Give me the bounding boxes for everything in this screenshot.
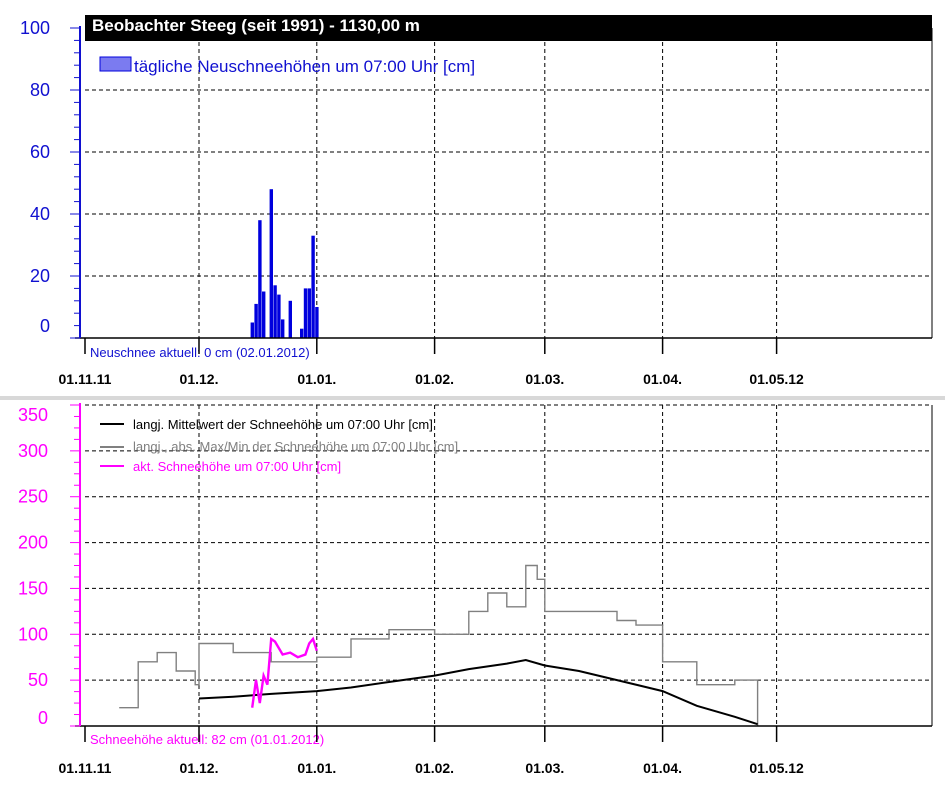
snow-depth-status: Schneehöhe aktuell: 82 cm (01.01.2012): [90, 732, 324, 747]
top-frame: [75, 28, 933, 339]
panel-separator: [0, 396, 945, 400]
new-snow-bar: [250, 322, 254, 338]
bottom-x-axis: 01.11.11 01.12. 01.01. 01.02. 01.03. 01.04. 01…: [59, 726, 804, 776]
x-tick-label: 01.11.11: [59, 371, 112, 387]
y-tick-label: 350: [18, 405, 48, 425]
x-tick-label: 01.02.: [415, 371, 454, 387]
y-tick-label: 250: [18, 487, 48, 507]
new-snow-bars: [250, 189, 319, 338]
x-tick-label: 01.12.: [180, 760, 219, 776]
y-tick-label: 20: [30, 266, 50, 286]
legend-swatch-new-snow: [99, 56, 132, 72]
maxmin-series-line: [119, 564, 759, 726]
new-snow-bar: [273, 285, 277, 338]
x-tick-label: 01.04.: [643, 760, 682, 776]
bottom-grid: [85, 404, 932, 726]
x-tick-label: 01.12.: [180, 371, 219, 387]
legend-label-current: akt. Schneehöhe um 07:00 Uhr [cm]: [133, 459, 341, 474]
current-series-line: [251, 636, 318, 708]
y-tick-label: 40: [30, 204, 50, 224]
mean-series-line: [198, 658, 758, 726]
bottom-panel: langj. Mittelwert der Schneehöhe um 07:0…: [18, 403, 933, 776]
y-tick-label: 0: [40, 316, 50, 336]
new-snow-bar: [288, 300, 292, 338]
x-tick-label: 01.11.11: [59, 760, 112, 776]
top-panel: Beobachter Steeg (seit 1991) - 1130,00 m…: [20, 15, 933, 387]
legend-label-maxmin: langj., abs. Max/Min der Schneehöhe um 0…: [133, 439, 458, 454]
new-snow-bar: [269, 189, 273, 338]
new-snow-bar: [281, 319, 285, 338]
y-tick-label: 0: [38, 708, 48, 728]
bottom-frame: [75, 405, 933, 727]
new-snow-bar: [303, 288, 308, 338]
new-snow-bar: [277, 294, 281, 338]
y-tick-label: 150: [18, 578, 48, 598]
chart-title: Beobachter Steeg (seit 1991) - 1130,00 m: [92, 16, 420, 35]
legend-label-new-snow: tägliche Neuschneehöhen um 07:00 Uhr [cm…: [134, 57, 475, 76]
bottom-legend: langj. Mittelwert der Schneehöhe um 07:0…: [100, 417, 458, 474]
x-tick-label: 01.01.: [297, 760, 336, 776]
new-snow-bar: [315, 307, 319, 338]
x-tick-label: 01.05.12: [749, 371, 804, 387]
x-tick-label: 01.05.12: [749, 760, 804, 776]
y-tick-label: 80: [30, 80, 50, 100]
x-tick-label: 01.02.: [415, 760, 454, 776]
new-snow-bar: [300, 328, 304, 338]
new-snow-bar: [258, 220, 262, 338]
y-tick-label: 100: [20, 18, 50, 38]
y-tick-label: 60: [30, 142, 50, 162]
y-tick-label: 100: [18, 624, 48, 644]
x-tick-label: 01.03.: [525, 760, 564, 776]
new-snow-bar: [307, 288, 311, 338]
y-tick-label: 300: [18, 441, 48, 461]
new-snow-status: Neuschnee aktuell: 0 cm (02.01.2012): [90, 345, 310, 360]
new-snow-bar: [262, 291, 266, 338]
x-tick-label: 01.04.: [643, 371, 682, 387]
x-tick-label: 01.01.: [297, 371, 336, 387]
snow-depth-lines: [119, 564, 759, 726]
x-tick-label: 01.03.: [525, 371, 564, 387]
y-tick-label: 50: [28, 670, 48, 690]
y-tick-label: 200: [18, 533, 48, 553]
bottom-y-axis: 350 300 250 200 150 100 50 0: [18, 403, 81, 728]
new-snow-bar: [311, 235, 315, 338]
new-snow-bar: [254, 303, 258, 338]
legend-label-mean: langj. Mittelwert der Schneehöhe um 07:0…: [133, 417, 433, 432]
top-grid: [85, 27, 932, 338]
top-y-axis: 100 80 60 40 20 0: [20, 18, 81, 339]
top-legend: tägliche Neuschneehöhen um 07:00 Uhr [cm…: [99, 56, 475, 76]
title-bar: [85, 15, 932, 41]
top-x-axis: 01.11.11 01.12. 01.01. 01.02. 01.03. 01.04. 01…: [59, 338, 804, 387]
